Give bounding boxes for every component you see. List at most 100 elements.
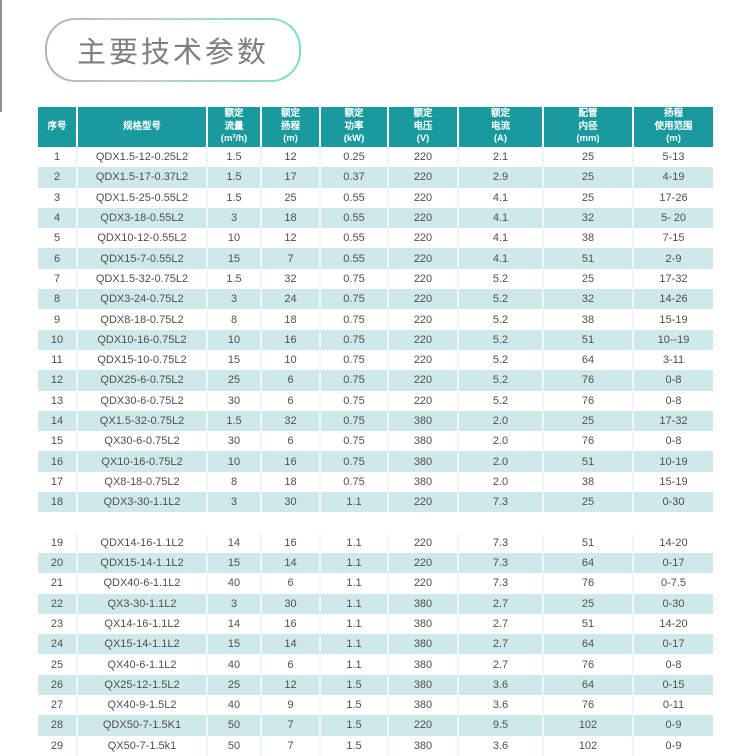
cell-rated-head: 16 — [261, 329, 321, 350]
cell-rated-current: 2.7 — [458, 654, 544, 675]
section-gap-row — [38, 512, 713, 533]
table-row: 25 QX40-6-1.1L2 40 6 1.1 380 2.7 76 0-8 — [38, 654, 713, 675]
cell-rated-power: 0.55 — [320, 207, 389, 229]
cell-rated-voltage: 380 — [388, 410, 459, 432]
cell-rated-flow: 15 — [207, 634, 262, 655]
cell-serial: 25 — [38, 654, 78, 675]
cell-rated-power: 0.75 — [320, 431, 389, 452]
cell-rated-voltage: 220 — [388, 309, 459, 330]
cell-rated-power: 1.1 — [320, 532, 389, 553]
cell-rated-flow: 15 — [207, 349, 262, 371]
cell-head-range: 0-8 — [633, 431, 713, 452]
cell-head-range: 0-15 — [633, 674, 713, 696]
table-row: 11 QDX15-10-0.75L2 15 10 0.75 220 5.2 64… — [38, 349, 713, 371]
cell-rated-current: 4.1 — [458, 248, 544, 269]
cell-model: QDX3-30-1.1L2 — [77, 492, 208, 513]
cell-rated-power: 0.75 — [320, 471, 389, 493]
cell-rated-power: 0.75 — [320, 329, 389, 350]
cell-rated-voltage: 220 — [388, 289, 459, 310]
table-row: 16 QX10-16-0.75L2 10 16 0.75 380 2.0 51 … — [38, 451, 713, 472]
cell-rated-flow: 40 — [207, 654, 262, 675]
cell-rated-head: 24 — [261, 289, 321, 310]
cell-head-range: 2-9 — [633, 248, 713, 269]
cell-rated-voltage: 380 — [388, 634, 459, 655]
cell-rated-flow: 25 — [207, 370, 262, 391]
cell-model: QX1.5-32-0.75L2 — [77, 410, 208, 432]
cell-rated-current: 2.7 — [458, 634, 544, 655]
cell-rated-flow: 1.5 — [207, 268, 262, 290]
cell-serial: 23 — [38, 613, 78, 635]
cell-rated-voltage: 380 — [388, 674, 459, 696]
cell-head-range: 4-19 — [633, 167, 713, 188]
cell-rated-head: 9 — [261, 695, 321, 716]
cell-pipe-diameter: 25 — [543, 268, 634, 290]
cell-pipe-diameter: 38 — [543, 309, 634, 330]
cell-serial: 5 — [38, 228, 78, 249]
cell-pipe-diameter: 64 — [543, 674, 634, 696]
cell-serial: 26 — [38, 674, 78, 696]
cell-rated-voltage: 380 — [388, 593, 459, 614]
cell-rated-current: 2.0 — [458, 410, 544, 432]
header-rated-current: 额定 电流 (A) — [458, 107, 544, 147]
cell-model: QDX3-24-0.75L2 — [77, 289, 208, 310]
cell-rated-voltage: 380 — [388, 613, 459, 635]
cell-serial: 6 — [38, 248, 78, 269]
cell-rated-head: 17 — [261, 167, 321, 188]
cell-head-range: 0-8 — [633, 390, 713, 411]
cell-serial: 4 — [38, 207, 78, 229]
cell-head-range: 10--19 — [633, 329, 713, 350]
cell-pipe-diameter: 25 — [543, 187, 634, 208]
cell-rated-head: 18 — [261, 309, 321, 330]
table-row: 23 QX14-16-1.1L2 14 16 1.1 380 2.7 51 14… — [38, 613, 713, 635]
cell-model: QX8-18-0.75L2 — [77, 471, 208, 493]
cell-rated-current: 5.2 — [458, 289, 544, 310]
cell-serial: 14 — [38, 410, 78, 432]
cell-rated-head: 6 — [261, 370, 321, 391]
cell-rated-voltage: 220 — [388, 167, 459, 188]
cell-model: QDX1.5-17-0.37L2 — [77, 167, 208, 188]
cell-rated-current: 3.6 — [458, 735, 544, 756]
cell-rated-power: 1.1 — [320, 613, 389, 635]
cell-rated-head: 30 — [261, 492, 321, 513]
cell-rated-head: 12 — [261, 228, 321, 249]
cell-rated-voltage: 220 — [388, 329, 459, 350]
cell-rated-flow: 1.5 — [207, 410, 262, 432]
cell-rated-power: 0.75 — [320, 451, 389, 472]
cell-rated-voltage: 220 — [388, 207, 459, 229]
cell-head-range: 0-30 — [633, 593, 713, 614]
cell-rated-flow: 10 — [207, 329, 262, 350]
cell-rated-flow: 30 — [207, 390, 262, 411]
cell-rated-current: 7.3 — [458, 532, 544, 553]
cell-head-range: 0-11 — [633, 695, 713, 716]
table-row: 1 QDX1.5-12-0.25L2 1.5 12 0.25 220 2.1 2… — [38, 147, 713, 168]
cell-serial: 7 — [38, 268, 78, 290]
cell-rated-voltage: 220 — [388, 268, 459, 290]
cell-head-range: 0-17 — [633, 552, 713, 574]
table-row: 29 QX50-7-1.5k1 50 7 1.5 380 3.6 102 0-9 — [38, 735, 713, 756]
cell-rated-power: 1.1 — [320, 654, 389, 675]
cell-model: QDX1.5-12-0.25L2 — [77, 147, 208, 168]
cell-rated-voltage: 380 — [388, 451, 459, 472]
cell-head-range: 0-9 — [633, 715, 713, 736]
cell-pipe-diameter: 51 — [543, 248, 634, 269]
cell-rated-flow: 3 — [207, 492, 262, 513]
cell-rated-flow: 3 — [207, 289, 262, 310]
cell-rated-power: 0.55 — [320, 248, 389, 269]
cell-rated-current: 2.7 — [458, 613, 544, 635]
cell-rated-flow: 50 — [207, 735, 262, 756]
cell-serial: 28 — [38, 715, 78, 736]
cell-rated-current: 2.0 — [458, 431, 544, 452]
cell-pipe-diameter: 25 — [543, 167, 634, 188]
cell-rated-flow: 8 — [207, 309, 262, 330]
cell-model: QX10-16-0.75L2 — [77, 451, 208, 472]
cell-rated-voltage: 220 — [388, 248, 459, 269]
cell-head-range: 14-20 — [633, 613, 713, 635]
cell-pipe-diameter: 76 — [543, 390, 634, 411]
cell-model: QX25-12-1.5L2 — [77, 674, 208, 696]
cell-pipe-diameter: 38 — [543, 228, 634, 249]
header-rated-voltage: 额定 电压 (V) — [388, 107, 459, 147]
cell-rated-voltage: 380 — [388, 695, 459, 716]
cell-rated-power: 1.5 — [320, 735, 389, 756]
table-row: 7 QDX1.5-32-0.75L2 1.5 32 0.75 220 5.2 2… — [38, 268, 713, 290]
table-row: 12 QDX25-6-0.75L2 25 6 0.75 220 5.2 76 0… — [38, 370, 713, 391]
